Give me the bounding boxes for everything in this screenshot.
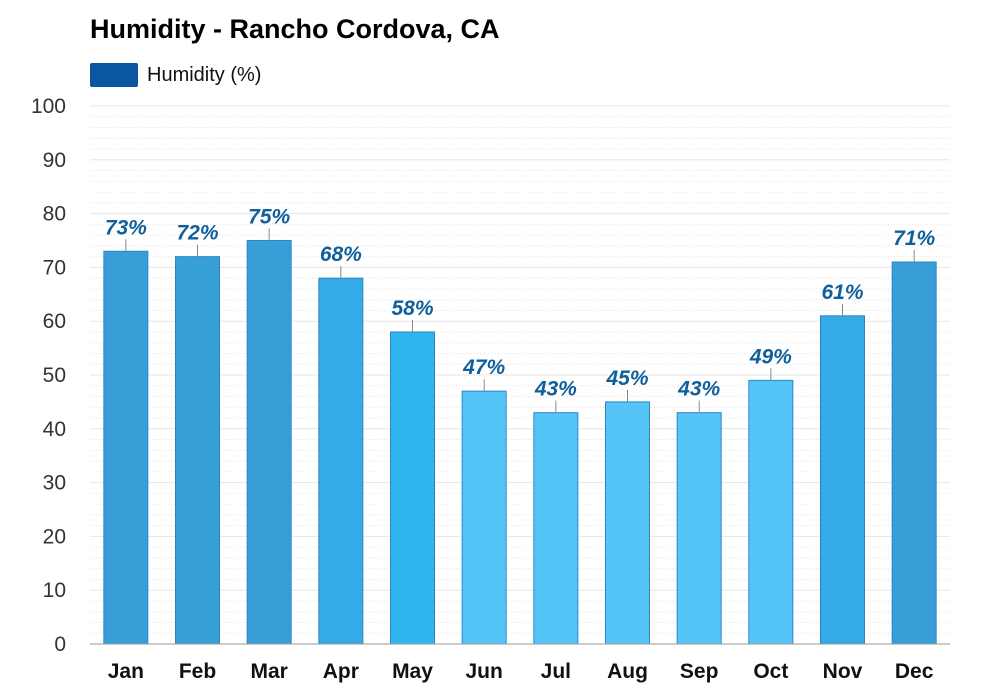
x-tick-label: Oct — [753, 660, 788, 683]
legend: Humidity (%) — [90, 62, 261, 88]
y-tick-label: 50 — [43, 364, 66, 387]
x-tick-label: Mar — [250, 660, 287, 683]
x-tick-label: Dec — [895, 660, 934, 683]
chart-title: Humidity - Rancho Cordova, CA — [90, 14, 500, 44]
bar-oct — [748, 379, 794, 645]
legend-swatch — [90, 63, 138, 87]
data-label: 49% — [749, 345, 792, 368]
bar-feb — [175, 256, 220, 645]
bar-dec — [891, 261, 937, 645]
y-tick-label: 20 — [43, 525, 66, 548]
data-label: 72% — [176, 222, 218, 245]
data-label: 43% — [677, 378, 720, 401]
data-label: 61% — [821, 281, 863, 304]
data-label: 47% — [462, 356, 505, 379]
y-tick-label: 60 — [43, 310, 66, 333]
x-tick-label: Aug — [607, 660, 648, 683]
y-tick-label: 90 — [43, 149, 66, 172]
bar-nov — [820, 315, 865, 645]
bar-apr — [318, 277, 364, 645]
legend-label: Humidity (%) — [147, 63, 262, 86]
x-tick-label: Apr — [323, 660, 359, 683]
bar-aug — [605, 401, 650, 645]
x-tick-label: Nov — [823, 660, 863, 683]
bar-mar — [246, 240, 292, 645]
y-tick-label: 0 — [54, 633, 66, 656]
y-tick-label: 40 — [43, 418, 66, 441]
bar-may — [390, 331, 435, 645]
y-tick-label: 70 — [43, 256, 66, 279]
data-label: 43% — [534, 378, 577, 401]
x-tick-label: May — [392, 660, 433, 683]
x-tick-label: Jul — [541, 660, 571, 683]
bar-jun — [461, 390, 507, 645]
y-tick-label: 80 — [43, 203, 66, 226]
y-tick-label: 10 — [43, 579, 66, 602]
data-label: 58% — [391, 297, 433, 320]
bar-sep — [676, 412, 722, 645]
data-label: 45% — [605, 367, 648, 390]
x-tick-label: Jan — [108, 660, 144, 683]
y-tick-label: 100 — [31, 95, 66, 118]
data-label: 73% — [105, 216, 147, 239]
data-label: 68% — [320, 243, 362, 266]
data-label: 75% — [248, 206, 290, 229]
x-tick-label: Jun — [465, 660, 502, 683]
x-tick-label: Sep — [680, 660, 719, 683]
data-label: 71% — [893, 227, 935, 250]
y-tick-label: 30 — [43, 472, 66, 495]
bar-jul — [533, 412, 579, 645]
x-tick-label: Feb — [179, 660, 216, 683]
bar-jan — [103, 250, 149, 645]
